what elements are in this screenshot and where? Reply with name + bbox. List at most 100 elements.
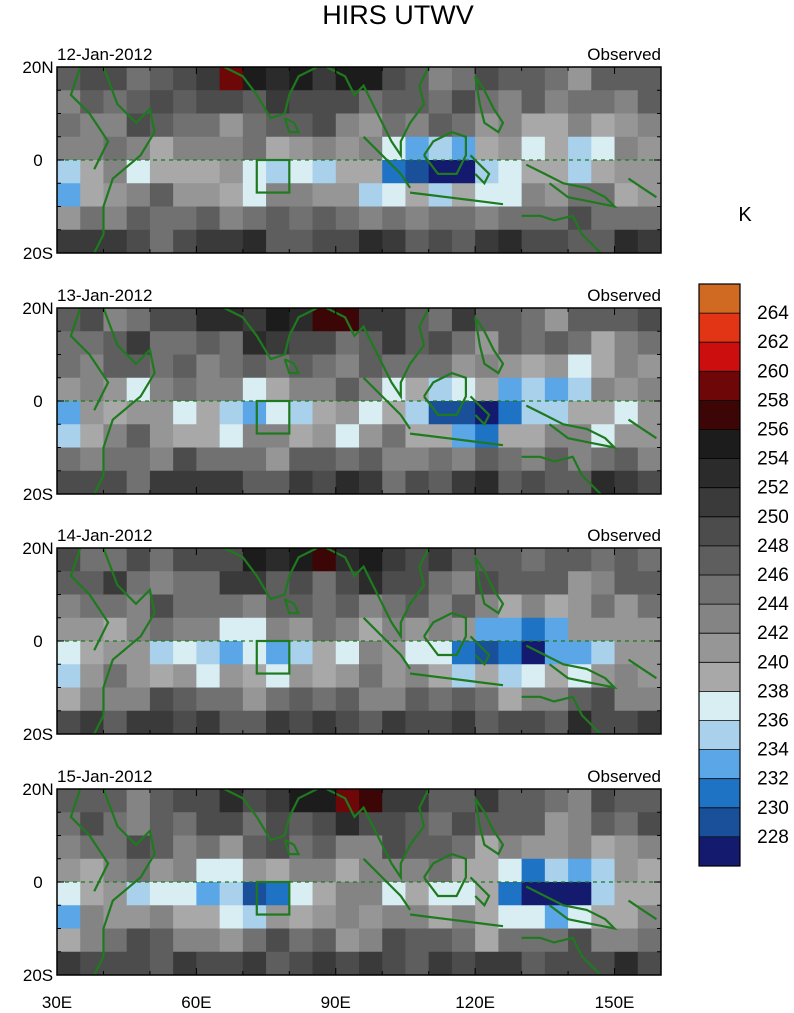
field-cell bbox=[335, 571, 360, 596]
colorbar-swatch bbox=[699, 836, 740, 867]
field-cell bbox=[475, 229, 499, 253]
field-cell bbox=[266, 789, 290, 813]
field-cell bbox=[266, 229, 290, 253]
field-cell bbox=[568, 67, 592, 91]
field-cell bbox=[126, 67, 151, 91]
field-cell bbox=[568, 401, 592, 425]
field-cell bbox=[103, 641, 128, 665]
field-cell bbox=[312, 789, 337, 813]
field-cell bbox=[312, 641, 337, 665]
field-cell bbox=[289, 858, 314, 883]
field-cell bbox=[335, 951, 360, 975]
field-cell bbox=[196, 90, 221, 115]
field-cell bbox=[591, 67, 616, 91]
field-cell bbox=[382, 710, 407, 734]
field-cell bbox=[428, 617, 453, 642]
field-cell bbox=[428, 951, 453, 975]
field-cell bbox=[242, 160, 267, 184]
coastline bbox=[409, 672, 504, 687]
field-cell bbox=[498, 664, 523, 689]
field-cell bbox=[173, 687, 197, 712]
field-cell bbox=[80, 206, 105, 231]
field-cell bbox=[544, 331, 569, 356]
field-cell bbox=[242, 928, 267, 953]
field-cell bbox=[289, 641, 314, 665]
field-cell bbox=[521, 789, 546, 813]
field-cell bbox=[614, 882, 639, 906]
field-cell bbox=[521, 594, 546, 619]
field-cell bbox=[196, 858, 221, 883]
field-cell bbox=[637, 447, 661, 472]
field-cell bbox=[475, 308, 499, 332]
field-cell bbox=[196, 308, 221, 332]
field-cell bbox=[196, 113, 221, 138]
field-cell bbox=[451, 687, 476, 712]
field-cell bbox=[614, 67, 639, 91]
field-cell bbox=[289, 90, 314, 115]
field-cell bbox=[475, 617, 499, 642]
field-cell bbox=[335, 617, 360, 642]
field-cell bbox=[80, 548, 105, 572]
field-cell bbox=[80, 354, 105, 379]
field-cell bbox=[126, 789, 151, 813]
field-cell bbox=[614, 229, 639, 253]
field-cell bbox=[521, 206, 546, 231]
field-cell bbox=[521, 136, 546, 161]
field-cell bbox=[544, 90, 569, 115]
field-cell bbox=[80, 882, 105, 906]
field-cell bbox=[521, 812, 546, 837]
field-cell bbox=[196, 617, 221, 642]
field-cell bbox=[266, 183, 290, 208]
field-cell bbox=[266, 812, 290, 837]
field-cell bbox=[591, 447, 616, 472]
colorbar-label: 248 bbox=[757, 536, 789, 557]
field-cell bbox=[266, 470, 290, 494]
field-cell bbox=[149, 401, 174, 425]
field-cell bbox=[544, 951, 569, 975]
field-cell bbox=[196, 812, 221, 837]
field-cell bbox=[637, 90, 661, 115]
field-cell bbox=[591, 308, 616, 332]
panel-label: Observed bbox=[587, 286, 661, 305]
field-cell bbox=[335, 812, 360, 837]
field-cell bbox=[219, 858, 244, 883]
field-cell bbox=[428, 905, 453, 930]
field-cell bbox=[242, 113, 267, 138]
field-cell bbox=[80, 67, 105, 91]
field-cell bbox=[614, 641, 639, 665]
field-cell bbox=[80, 835, 105, 860]
field-cell bbox=[568, 229, 592, 253]
field-cell bbox=[591, 710, 616, 734]
field-cell bbox=[637, 331, 661, 356]
coastline bbox=[283, 117, 301, 134]
field-cell bbox=[266, 90, 290, 115]
field-cell bbox=[335, 835, 360, 860]
field-cell bbox=[521, 617, 546, 642]
field-cell bbox=[149, 67, 174, 91]
field-cell bbox=[80, 113, 105, 138]
field-cell bbox=[266, 951, 290, 975]
coastline bbox=[283, 839, 301, 856]
field-cell bbox=[219, 951, 244, 975]
field-cell bbox=[451, 67, 476, 91]
field-cell bbox=[266, 710, 290, 734]
field-cell bbox=[242, 664, 267, 689]
coastline bbox=[521, 455, 602, 494]
field-cell bbox=[335, 308, 360, 332]
field-cell bbox=[103, 206, 128, 231]
field-cell bbox=[149, 354, 174, 379]
field-cell bbox=[544, 687, 569, 712]
field-cell bbox=[591, 594, 616, 619]
field-cell bbox=[57, 136, 81, 161]
colorbar-label: 258 bbox=[757, 390, 789, 411]
field-cell bbox=[451, 812, 476, 837]
field-cell bbox=[173, 664, 197, 689]
field-cell bbox=[451, 664, 476, 689]
colorbar-swatch bbox=[699, 749, 740, 780]
field-cell bbox=[196, 789, 221, 813]
field-cell bbox=[405, 331, 430, 356]
field-cell bbox=[614, 470, 639, 494]
field-cell bbox=[312, 835, 337, 860]
y-tick-label: 20N bbox=[22, 299, 53, 318]
field-cell bbox=[173, 928, 197, 953]
